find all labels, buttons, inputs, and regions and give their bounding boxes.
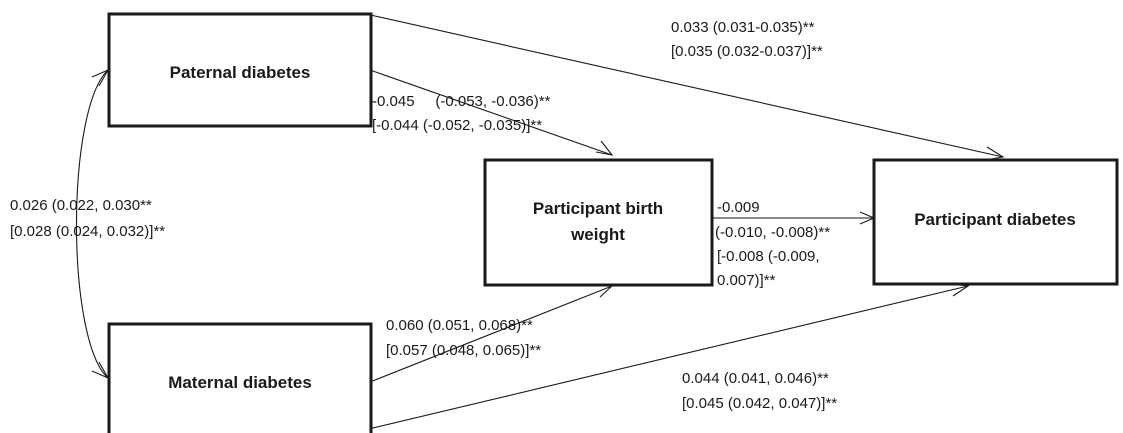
coef-paternal-to-participant-line2: [0.035 (0.032-0.037)]** <box>671 43 823 60</box>
coef-birth-weight-to-participant-line3: [-0.008 (-0.009, <box>717 248 820 265</box>
node-maternal-diabetes-label: Maternal diabetes <box>168 373 312 392</box>
edge-maternal-to-birth-weight <box>369 285 613 383</box>
coef-paternal-to-participant-line1: 0.033 (0.031-0.035)** <box>671 19 815 36</box>
edge-paternal-to-participant-diabetes <box>365 13 1004 158</box>
coef-maternal-to-participant-line2: [0.045 (0.042, 0.047)]** <box>682 395 837 412</box>
edge-paternal-to-birth-weight <box>369 69 613 156</box>
arrowhead-paternal-to-birth-weight <box>595 140 614 156</box>
coef-paternal-to-birth-weight-line1: -0.045 (-0.053, -0.036)** <box>372 93 551 110</box>
coef-maternal-to-birth-weight-line1: 0.060 (0.051, 0.068)** <box>386 317 533 334</box>
coef-maternal-to-participant-line1: 0.044 (0.041, 0.046)** <box>682 370 829 387</box>
node-participant-diabetes: Participant diabetes <box>872 158 1119 286</box>
node-maternal-diabetes: Maternal diabetes <box>107 322 373 433</box>
node-birth-weight-label: Participant birth <box>533 199 663 218</box>
node-birth-weight-label-line2: weight <box>570 225 625 244</box>
node-birth-weight: Participant birth weight <box>483 158 714 287</box>
coef-birth-weight-to-participant-line2: (-0.010, -0.008)** <box>715 224 830 241</box>
coef-correlation-line1: 0.026 (0.022, 0.030** <box>10 197 152 214</box>
node-paternal-diabetes-label: Paternal diabetes <box>170 63 311 82</box>
coef-maternal-to-birth-weight-line2: [0.057 (0.048, 0.065)]** <box>386 342 541 359</box>
edge-paternal-maternal-correlation <box>76 69 109 379</box>
node-paternal-diabetes: Paternal diabetes <box>107 12 373 128</box>
coef-paternal-to-birth-weight-line2: [-0.044 (-0.052, -0.035)]** <box>372 117 542 134</box>
edge-maternal-to-participant-diabetes <box>351 285 969 433</box>
coef-birth-weight-to-participant-line1: -0.009 <box>717 199 760 216</box>
coef-correlation-line2: [0.028 (0.024, 0.032)]** <box>10 223 165 240</box>
coef-birth-weight-to-participant-line4: 0.007)]** <box>717 272 776 289</box>
node-participant-diabetes-label: Participant diabetes <box>914 210 1076 229</box>
